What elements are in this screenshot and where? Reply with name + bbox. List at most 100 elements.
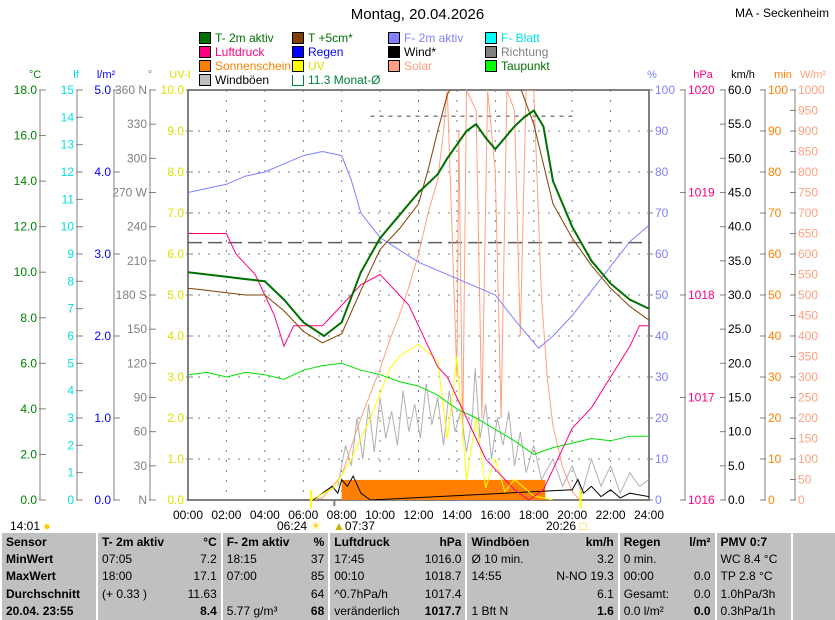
legend-swatch bbox=[485, 32, 497, 44]
axis-tick-label: 2 bbox=[67, 438, 74, 452]
legend-item: T +5cm* bbox=[292, 31, 353, 45]
table-cell: 17.1 bbox=[193, 569, 217, 584]
axis-tick-label: 210 bbox=[127, 254, 147, 268]
table-cell: 18:15 bbox=[220, 550, 304, 568]
legend-swatch bbox=[485, 46, 497, 58]
legend-label: Sonnenschein bbox=[215, 59, 292, 73]
axis-unit: l/m² bbox=[97, 69, 116, 81]
axis-tick-label: 50 bbox=[655, 288, 669, 302]
axis-tick-label: 800 bbox=[798, 165, 818, 179]
table-cell: TP 2.8 °C bbox=[714, 567, 792, 586]
axis-tick-label: 30 bbox=[768, 370, 782, 384]
table-cell bbox=[791, 567, 835, 586]
table-cell bbox=[791, 602, 835, 620]
table-cell: 20.04. 23:55 bbox=[0, 602, 98, 620]
legend-swatch bbox=[199, 74, 211, 86]
legend-item: Luftdruck bbox=[199, 45, 264, 59]
x-tick-label: 04:00 bbox=[250, 508, 280, 522]
axis-tick-label: 700 bbox=[798, 206, 818, 220]
legend-label: Solar bbox=[404, 59, 433, 73]
legend-swatch bbox=[388, 46, 400, 58]
sunset-icon: □ bbox=[579, 519, 587, 533]
table-cell: veränderlich bbox=[328, 602, 415, 620]
axis-tick-label: 8.0 bbox=[20, 311, 37, 325]
axis-tick-label: 9.0 bbox=[167, 124, 184, 138]
axis-tick-label: 20 bbox=[655, 411, 669, 425]
table-cell: (+ 0.33 ) bbox=[96, 585, 179, 603]
axis-tick-label: 18.0 bbox=[14, 83, 38, 97]
axis-tick-label: 1000 bbox=[798, 83, 825, 97]
axis-tick-label: 40 bbox=[655, 329, 669, 343]
table-cell: 00:00 bbox=[617, 567, 681, 586]
axis-tick-label: 360 N bbox=[115, 83, 147, 97]
axis-tick-label: 0 bbox=[67, 493, 74, 507]
axis-tick-label: 16.0 bbox=[14, 129, 38, 143]
legend-label: Taupunkt bbox=[501, 59, 550, 73]
legend-label: 11.3 Monat-Ø bbox=[308, 73, 381, 87]
table-cell: Regen bbox=[617, 533, 681, 551]
table-cell: 3.2 bbox=[597, 552, 614, 567]
table-cell bbox=[791, 585, 835, 603]
axis-tick-label: 10 bbox=[61, 220, 75, 234]
x-tick-label: 18:00 bbox=[519, 508, 549, 522]
axis-tick-label: 14.0 bbox=[14, 174, 38, 188]
legend-label: F- Blatt bbox=[501, 31, 540, 45]
table-cell: 1.6 bbox=[597, 604, 614, 619]
table-cell: Ø 10 min. bbox=[465, 550, 543, 568]
sunrise-icon: ☀ bbox=[310, 519, 322, 533]
legend-swatch bbox=[292, 60, 304, 72]
table-row: MinWert 07:05 7.2 18:15 37 17:45 1016.0 Ø 10 mi… bbox=[0, 550, 835, 568]
legend-item: F- Blatt bbox=[485, 31, 540, 45]
legend-item: 11.3 Monat-Ø bbox=[292, 73, 380, 87]
axis-tick-label: 850 bbox=[798, 145, 818, 159]
legend-item: UV bbox=[292, 59, 325, 73]
x-tick-label: 24:00 bbox=[634, 508, 664, 522]
axis-tick-label: 0 bbox=[768, 493, 775, 507]
axis-tick-label: 100 bbox=[655, 83, 675, 97]
legend-label: Windböen bbox=[215, 73, 270, 87]
axis-tick-label: 45.0 bbox=[728, 186, 752, 200]
table-cell: 0.0 bbox=[693, 569, 711, 584]
axis-tick-label: 20 bbox=[768, 411, 782, 425]
table-cell: 1.0hPa/3h bbox=[714, 585, 792, 603]
x-tick-label: 02:00 bbox=[211, 508, 241, 522]
axis-tick-label: 4.0 bbox=[94, 165, 111, 179]
axis-tick-label: 1017 bbox=[688, 391, 715, 405]
axis-tick-label: 20.0 bbox=[728, 356, 752, 370]
table-row: 20.04. 23:55 8.4 5.77 g/m³ 68 veränderlich 10… bbox=[0, 602, 835, 620]
legend-item: F- 2m aktiv bbox=[388, 31, 463, 45]
axis-tick-label: 240 bbox=[127, 220, 147, 234]
axis-unit: min bbox=[774, 69, 792, 81]
axis-tick-label: 100 bbox=[768, 83, 788, 97]
axis-tick-label: 550 bbox=[798, 268, 818, 282]
legend-label: UV bbox=[308, 59, 325, 73]
table-cell: 0 min. bbox=[617, 550, 681, 568]
table-cell: 8.4 bbox=[200, 604, 217, 619]
axis-tick-label: 6.0 bbox=[167, 247, 184, 261]
axis-unit: hPa bbox=[693, 69, 713, 81]
axis-tick-label: 14 bbox=[61, 110, 75, 124]
axis-tick-label: 70 bbox=[655, 206, 669, 220]
axis-tick-label: N bbox=[138, 493, 147, 507]
axis-tick-label: 100 bbox=[798, 452, 818, 466]
sunshine-bar bbox=[341, 479, 546, 500]
axis-unit: lf bbox=[73, 69, 79, 81]
axis-tick-label: 12.0 bbox=[14, 220, 38, 234]
axis-tick-label: 55.0 bbox=[728, 117, 752, 131]
axis-tick-label: 4.0 bbox=[20, 402, 37, 416]
table-cell: 1016.0 bbox=[424, 552, 462, 567]
table-cell: F- 2m aktiv bbox=[220, 533, 304, 551]
table-cell: % bbox=[313, 534, 325, 549]
table-cell: 64 bbox=[310, 586, 325, 601]
table-cell: 6.1 bbox=[597, 586, 614, 601]
table-row: MaxWert 18:00 17.1 07:00 85 00:10 1018.7 14:55 N… bbox=[0, 567, 835, 586]
axis-tick-label: 1.0 bbox=[94, 411, 111, 425]
axis-tick-label: 80 bbox=[768, 165, 782, 179]
axis-tick-label: 500 bbox=[798, 288, 818, 302]
table-cell: 00:10 bbox=[328, 567, 415, 586]
axis-tick-label: 1018 bbox=[688, 288, 715, 302]
legend-label: T +5cm* bbox=[308, 31, 353, 45]
axis-tick-label: 2.0 bbox=[167, 411, 184, 425]
axis-unit: % bbox=[647, 69, 657, 81]
